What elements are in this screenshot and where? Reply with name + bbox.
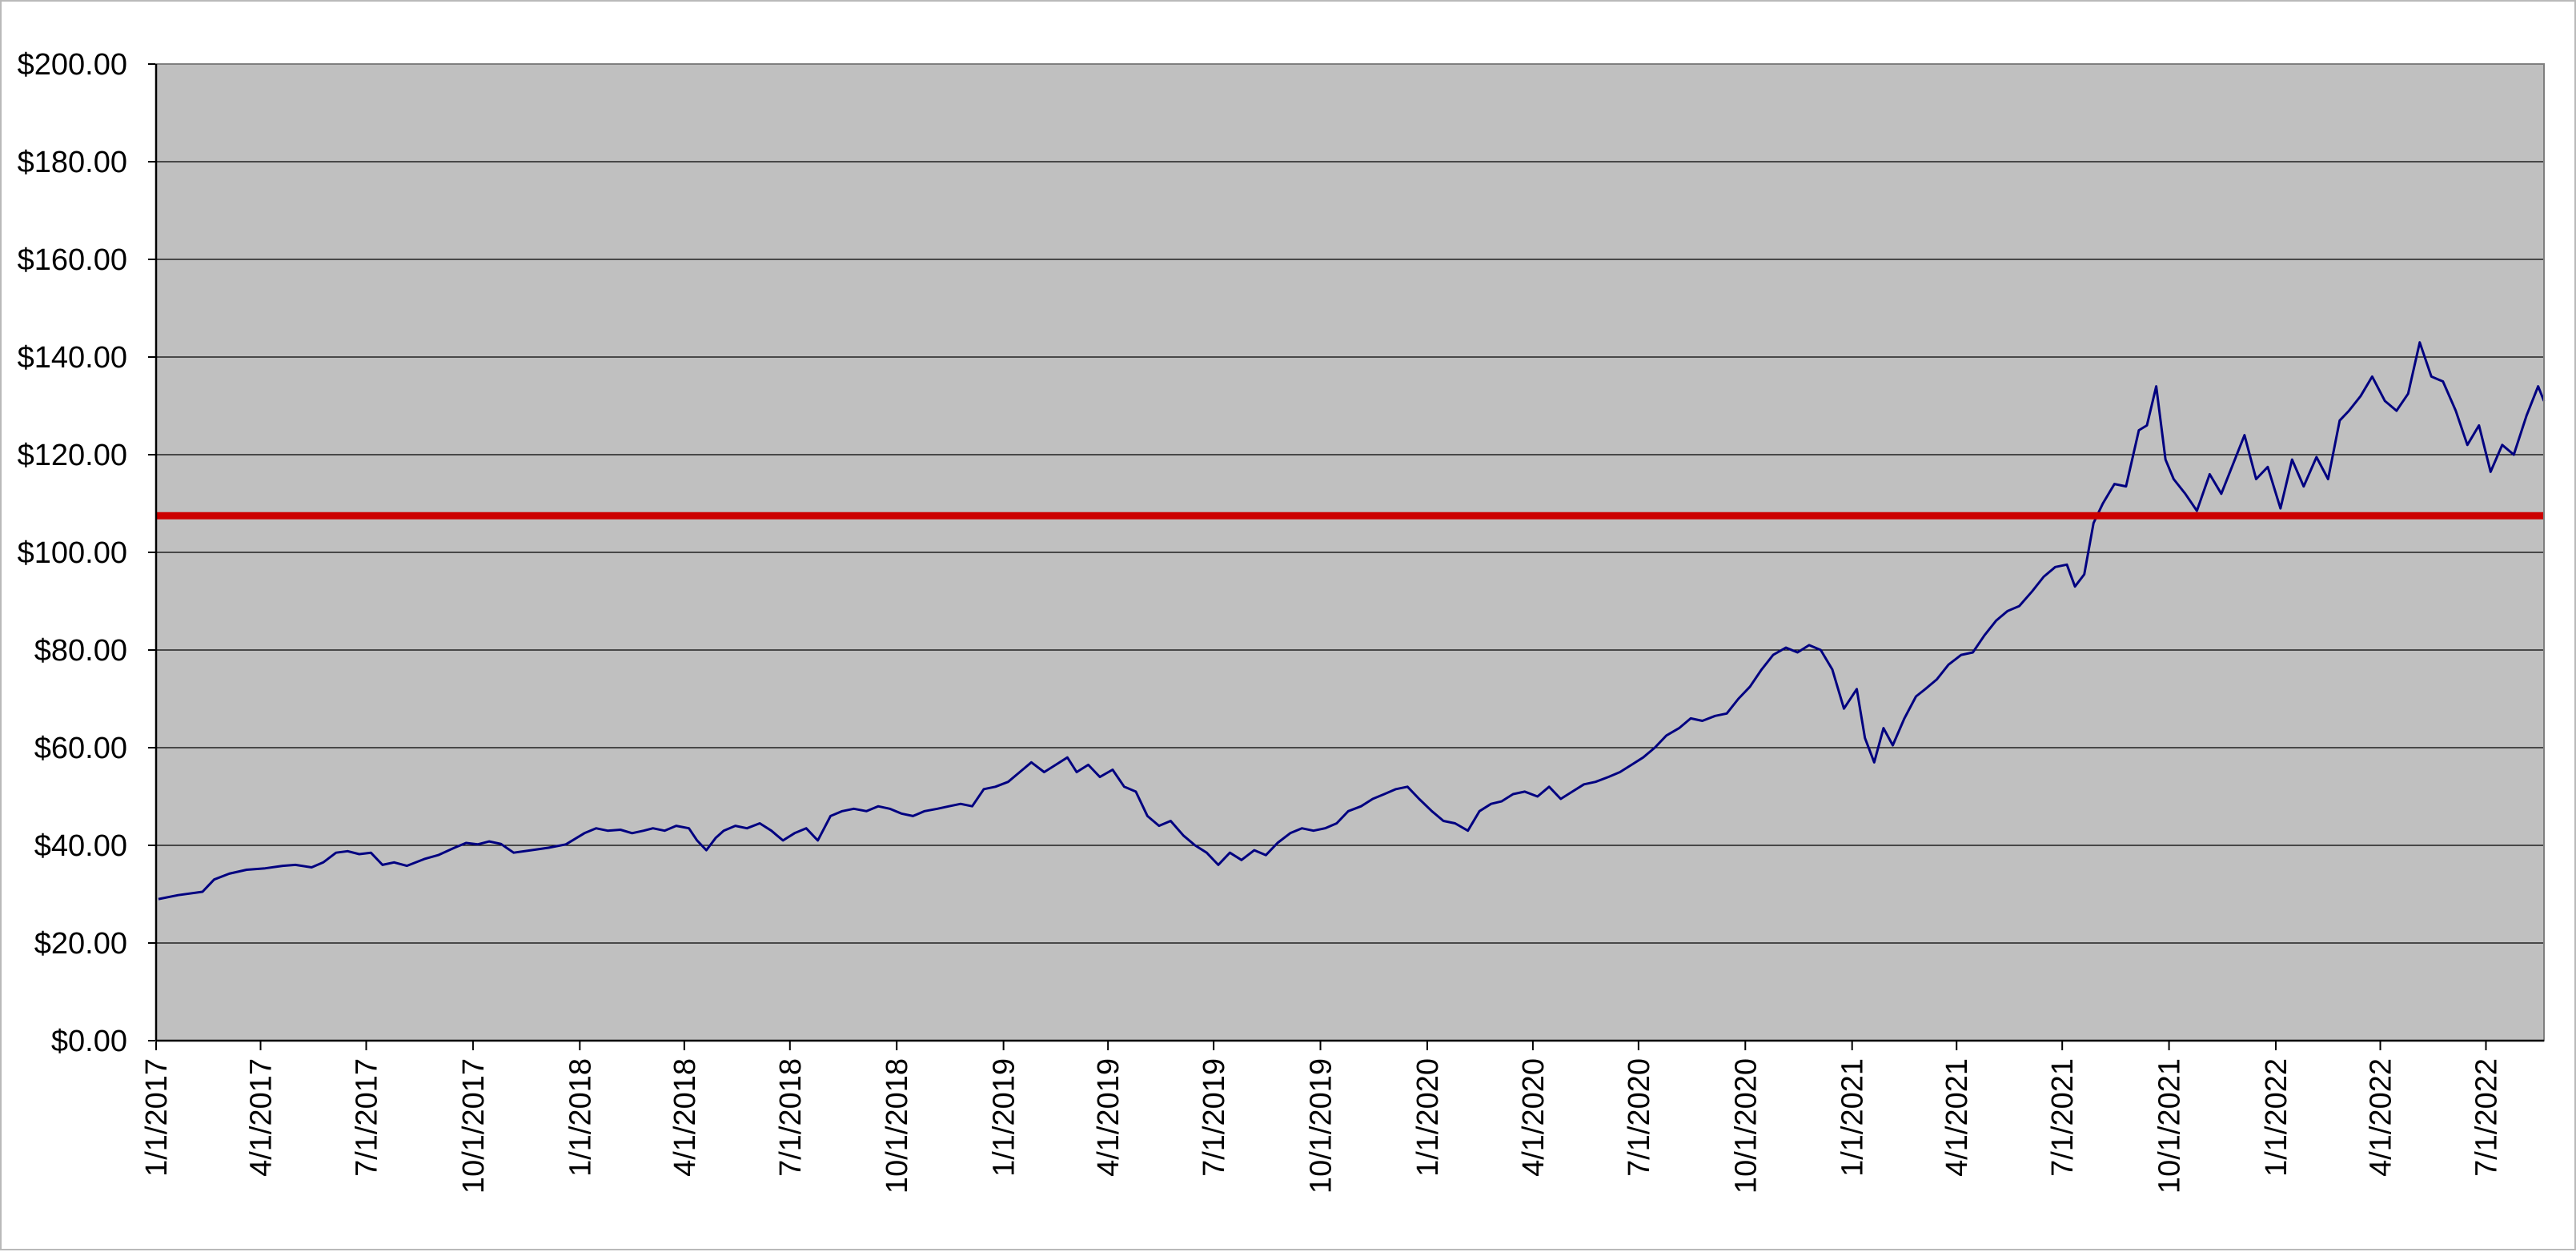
y-axis-tick-labels: $0.00 $20.00 $40.00 $60.00 $80.00 $100.00 $120…	[18, 48, 127, 1058]
x-tick-label: 10/1/2020	[1729, 1058, 1763, 1194]
y-tick-label: $100.00	[18, 536, 127, 570]
x-tick-label: 7/1/2020	[1623, 1058, 1656, 1177]
y-tick-label: $20.00	[34, 927, 127, 961]
y-tick-label: $200.00	[18, 48, 127, 82]
x-tick-label: 1/1/2017	[140, 1058, 174, 1177]
y-tick-label: $180.00	[18, 146, 127, 179]
y-tick-label: $80.00	[34, 634, 127, 668]
x-tick-label: 1/1/2021	[1836, 1058, 1870, 1177]
series-line	[158, 341, 2546, 901]
x-tick-label: 1/1/2022	[2260, 1058, 2293, 1177]
x-tick-label: 7/1/2017	[350, 1058, 383, 1177]
y-tick-label: $0.00	[51, 1025, 127, 1058]
x-tick-label: 7/1/2021	[2046, 1058, 2080, 1177]
x-tick-label: 4/1/2019	[1092, 1058, 1125, 1177]
x-tick-label: 7/1/2019	[1198, 1058, 1231, 1177]
x-tick-label: 4/1/2018	[668, 1058, 702, 1177]
x-axis-tick-labels: 1/1/2017 4/1/2017 7/1/2017 10/1/2017 1/1/201…	[140, 1041, 2503, 1194]
y-tick-label: $40.00	[34, 829, 127, 863]
series-group	[158, 341, 2546, 901]
x-tick-label: 10/1/2017	[457, 1058, 491, 1194]
y-tick-label: $120.00	[18, 439, 127, 472]
y-tick-label: $160.00	[18, 243, 127, 277]
x-tick-label: 1/1/2019	[988, 1058, 1021, 1177]
x-tick-label: 1/1/2018	[564, 1058, 597, 1177]
x-tick-label: 7/1/2022	[2470, 1058, 2503, 1177]
x-tick-label: 10/1/2019	[1305, 1058, 1338, 1194]
x-tick-label: 4/1/2021	[1940, 1058, 1974, 1177]
x-tick-label: 10/1/2018	[881, 1058, 914, 1194]
x-tick-label: 4/1/2022	[2365, 1058, 2398, 1177]
x-tick-label: 10/1/2021	[2153, 1058, 2187, 1194]
y-tick-label: $140.00	[18, 341, 127, 375]
x-tick-label: 7/1/2018	[774, 1058, 808, 1177]
x-tick-label: 1/1/2020	[1411, 1058, 1445, 1177]
axes	[154, 63, 2545, 1042]
x-tick-label: 4/1/2020	[1517, 1058, 1551, 1177]
y-tick-label: $60.00	[34, 732, 127, 765]
x-tick-label: 4/1/2017	[245, 1058, 279, 1177]
